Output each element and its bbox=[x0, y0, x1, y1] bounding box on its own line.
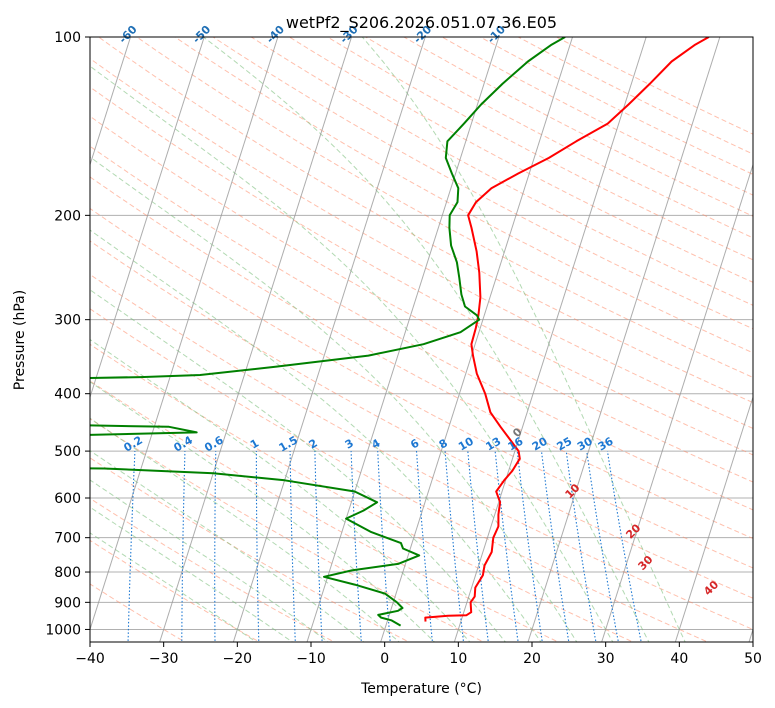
dry-adiabat-line bbox=[90, 583, 186, 642]
isotherm-line bbox=[380, 37, 574, 642]
moist-adiabat-line bbox=[90, 506, 294, 642]
x-axis-title: Temperature (°C) bbox=[360, 681, 482, 697]
y-tick-label: 200 bbox=[54, 208, 81, 224]
x-tick-label: 40 bbox=[670, 651, 688, 667]
x-tick-label: 0 bbox=[380, 651, 389, 667]
isotherm-line bbox=[306, 37, 500, 642]
moist-adiabat-line bbox=[90, 156, 578, 642]
moist-adiabat-line bbox=[90, 338, 471, 642]
isotherm-line bbox=[527, 37, 721, 642]
dry-adiabat-line bbox=[90, 176, 753, 540]
background-lines bbox=[0, 24, 753, 645]
y-tick-label: 400 bbox=[54, 387, 81, 403]
dry-adiabat-line bbox=[90, 207, 753, 569]
isotherm-line bbox=[601, 163, 753, 642]
dry-adiabat-line bbox=[90, 343, 635, 642]
moist-adiabat-line bbox=[90, 381, 436, 642]
dry-adiabat-line bbox=[250, 37, 753, 306]
dry-adiabat-line bbox=[90, 418, 485, 642]
isotherm-line bbox=[90, 37, 132, 167]
dry-adiabat-line bbox=[174, 37, 753, 354]
isotherm-line bbox=[0, 24, 61, 645]
moist-adiabat-line bbox=[90, 532, 258, 642]
moist-adiabat-line bbox=[90, 65, 614, 642]
x-tick-label: 10 bbox=[449, 651, 467, 667]
plot-frame bbox=[89, 36, 754, 643]
y-tick-label: 300 bbox=[54, 313, 81, 329]
dry-adiabat-line bbox=[90, 457, 411, 642]
moist-adiabat-line bbox=[361, 37, 686, 642]
y-axis-title: Pressure (hPa) bbox=[12, 290, 28, 390]
x-tick-label: −30 bbox=[149, 651, 179, 667]
dry-adiabat-line bbox=[90, 380, 560, 642]
isotherm-line bbox=[453, 37, 647, 642]
dry-adiabat-line bbox=[212, 37, 753, 330]
mixing-ratio-line bbox=[565, 451, 597, 642]
y-tick-label: 100 bbox=[54, 30, 81, 46]
dry-adiabat-line bbox=[90, 115, 753, 483]
temperature-profile-line bbox=[424, 37, 710, 622]
mixing-ratio-line bbox=[540, 451, 570, 642]
dry-adiabat-line bbox=[135, 37, 753, 378]
x-tick-label: 20 bbox=[523, 651, 541, 667]
axis-ticks: −40 −30 −20 −10 0 10 20 30 40 50 100 200 300 400 500 60… bbox=[45, 30, 762, 667]
y-tick-label: 500 bbox=[54, 444, 81, 460]
mixing-ratio-line bbox=[78, 451, 88, 644]
dry-adiabat-line bbox=[288, 37, 753, 283]
isotherm-line bbox=[90, 37, 279, 632]
x-tick-label: −40 bbox=[75, 651, 105, 667]
x-tick-label: −20 bbox=[223, 651, 253, 667]
profile-lines bbox=[90, 37, 710, 627]
y-tick-label: 1000 bbox=[45, 622, 81, 638]
dry-adiabat-line bbox=[90, 273, 753, 630]
x-tick-label: 30 bbox=[597, 651, 615, 667]
isotherm-line bbox=[674, 395, 753, 642]
y-tick-label: 600 bbox=[54, 491, 81, 507]
mixing-ratio-line bbox=[516, 451, 543, 642]
moist-adiabat-line bbox=[90, 417, 400, 642]
dewpoint-profile-line bbox=[90, 37, 566, 627]
dry-adiabat-line bbox=[90, 145, 753, 511]
moist-adiabat-line bbox=[90, 450, 365, 642]
y-tick-label: 900 bbox=[54, 595, 81, 611]
chart-title: wetPf2_S206.2026.051.07.36.E05 bbox=[286, 13, 557, 33]
isotherm-line bbox=[159, 37, 353, 642]
isotherm-line bbox=[90, 37, 205, 399]
x-tick-label: 50 bbox=[744, 651, 762, 667]
y-tick-label: 800 bbox=[54, 565, 81, 581]
moist-adiabat-line bbox=[90, 479, 329, 642]
mixing-ratio-line bbox=[606, 451, 642, 642]
mixing-ratio-line bbox=[586, 451, 619, 642]
plot-background bbox=[90, 37, 753, 642]
x-tick-label: −10 bbox=[296, 651, 326, 667]
y-tick-label: 700 bbox=[54, 531, 81, 547]
isotherm-line bbox=[232, 37, 426, 642]
